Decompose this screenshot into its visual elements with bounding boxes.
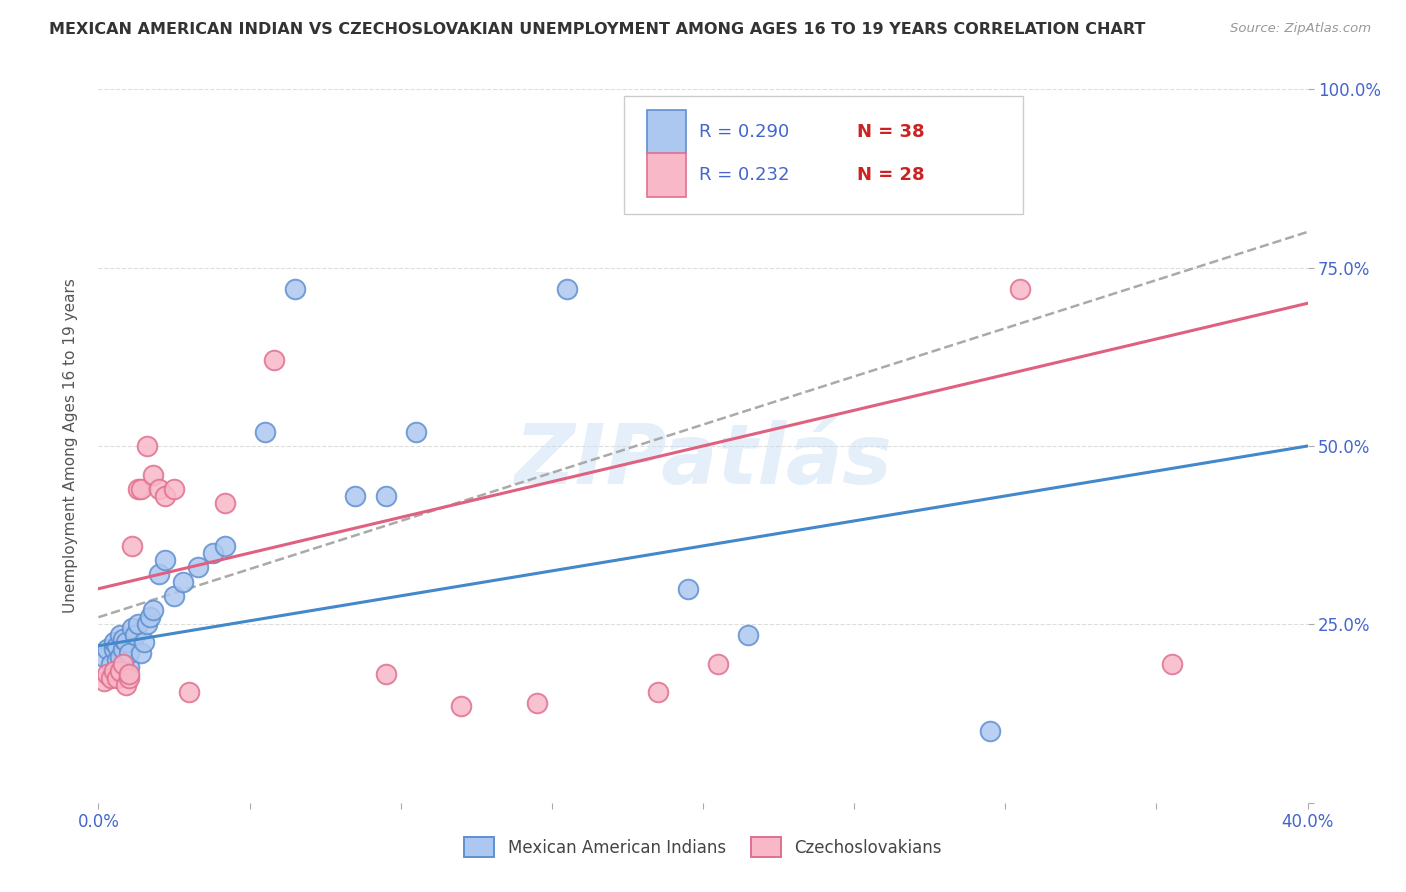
Point <box>135 439 157 453</box>
Point <box>1160 657 1182 671</box>
Point <box>118 667 141 681</box>
Text: R = 0.232: R = 0.232 <box>699 166 790 184</box>
Point <box>374 489 396 503</box>
Point <box>142 467 165 482</box>
FancyBboxPatch shape <box>647 110 686 154</box>
Point <box>172 574 194 589</box>
Text: Source: ZipAtlas.com: Source: ZipAtlas.com <box>1230 22 1371 36</box>
Point <box>124 628 146 642</box>
Point <box>707 657 730 671</box>
Text: N = 28: N = 28 <box>856 166 924 184</box>
Point <box>526 696 548 710</box>
Point <box>374 667 396 681</box>
Point <box>135 617 157 632</box>
Point <box>118 671 141 685</box>
Point <box>202 546 225 560</box>
Point <box>105 671 128 685</box>
Point <box>647 685 669 699</box>
Point <box>676 582 699 596</box>
Point <box>450 699 472 714</box>
Text: ZIPatlás: ZIPatlás <box>515 420 891 500</box>
Text: MEXICAN AMERICAN INDIAN VS CZECHOSLOVAKIAN UNEMPLOYMENT AMONG AGES 16 TO 19 YEAR: MEXICAN AMERICAN INDIAN VS CZECHOSLOVAKI… <box>49 22 1146 37</box>
Text: N = 38: N = 38 <box>856 123 924 141</box>
Point <box>148 567 170 582</box>
Point <box>139 610 162 624</box>
Point <box>121 539 143 553</box>
Point <box>118 646 141 660</box>
Legend: Mexican American Indians, Czechoslovakians: Mexican American Indians, Czechoslovakia… <box>456 829 950 866</box>
Point <box>555 282 578 296</box>
FancyBboxPatch shape <box>624 96 1024 214</box>
Point <box>93 649 115 664</box>
Point <box>129 646 152 660</box>
Point <box>108 649 131 664</box>
Point <box>93 674 115 689</box>
Point <box>214 496 236 510</box>
Point <box>111 657 134 671</box>
Point <box>121 621 143 635</box>
FancyBboxPatch shape <box>647 153 686 197</box>
Point <box>979 724 1001 739</box>
Point <box>214 539 236 553</box>
Point <box>344 489 367 503</box>
Point <box>96 667 118 681</box>
Point <box>103 635 125 649</box>
Point <box>111 632 134 646</box>
Point <box>153 553 176 567</box>
Point <box>108 628 131 642</box>
Point <box>253 425 276 439</box>
Point <box>142 603 165 617</box>
Point <box>405 425 427 439</box>
Point <box>127 482 149 496</box>
Point <box>737 628 759 642</box>
Text: R = 0.290: R = 0.290 <box>699 123 790 141</box>
Point <box>153 489 176 503</box>
Point <box>148 482 170 496</box>
Point <box>105 639 128 653</box>
Point <box>100 671 122 685</box>
Point <box>114 678 136 692</box>
Point <box>187 560 209 574</box>
Point <box>163 482 186 496</box>
Point <box>163 589 186 603</box>
Point <box>108 664 131 678</box>
Point <box>103 642 125 657</box>
Point <box>129 482 152 496</box>
Point <box>100 657 122 671</box>
Point <box>179 685 201 699</box>
Point <box>114 635 136 649</box>
Point <box>105 653 128 667</box>
Point <box>111 642 134 657</box>
Point <box>96 642 118 657</box>
Point <box>284 282 307 296</box>
Point <box>132 635 155 649</box>
Point <box>263 353 285 368</box>
Point <box>127 617 149 632</box>
Point <box>103 664 125 678</box>
Point <box>1010 282 1032 296</box>
Y-axis label: Unemployment Among Ages 16 to 19 years: Unemployment Among Ages 16 to 19 years <box>63 278 77 614</box>
Point <box>118 660 141 674</box>
